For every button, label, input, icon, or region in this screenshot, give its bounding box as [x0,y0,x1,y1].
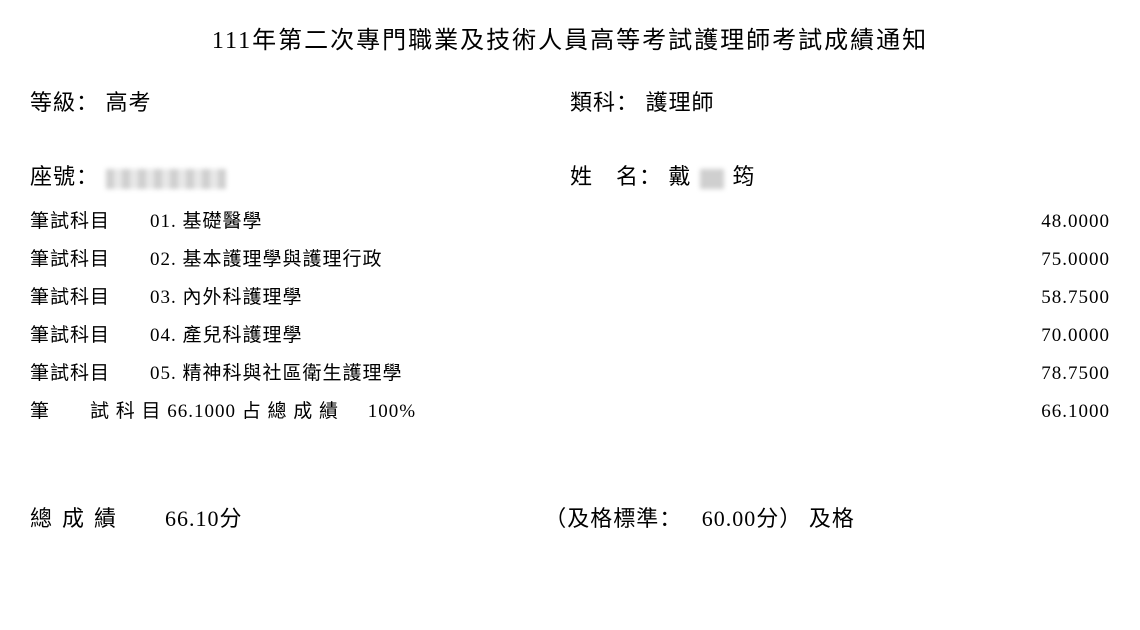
seat-label: 座號： [30,164,99,189]
subject-score: 58.7500 [990,279,1110,317]
name-label: 姓 名： [570,164,662,189]
subject-score: 75.0000 [990,241,1110,279]
written-summary-row: 筆 試 科 目 66.1000 占 總 成 績 100% 66.1000 [30,393,1110,431]
name-value-prefix: 戴 [669,164,692,189]
written-summary-weight-label: 占 總 成 績 [242,401,339,422]
final-right: （及格標準： 60.00分） 及格 [544,501,1110,533]
level-value: 高考 [106,90,152,115]
written-summary-label: 筆 試 科 目 [30,401,162,422]
pass-result: 及格 [809,506,855,531]
subject-row: 筆試科目 02. 基本護理學與護理行政 75.0000 [30,241,1110,279]
subject-name: 04. 產兒科護理學 [150,317,990,355]
subject-name: 01. 基礎醫學 [150,203,990,241]
final-value: 66.10分 [165,506,243,531]
page-title: 111年第二次專門職業及技術人員高等考試護理師考試成績通知 [30,20,1110,55]
info-row-level-category: 等級： 高考 類科： 護理師 [30,85,1110,117]
subject-name: 05. 精神科與社區衛生護理學 [150,355,990,393]
subject-row-label: 筆試科目 [30,355,150,393]
written-summary-weight: 100% [368,401,416,422]
written-summary-score: 66.1000 [990,393,1110,431]
info-row-seat-name: 座號： 姓 名： 戴 筠 [30,159,1110,191]
category-value: 護理師 [646,90,715,115]
subject-row-label: 筆試科目 [30,279,150,317]
final-row: 總成績 66.10分 （及格標準： 60.00分） 及格 [30,501,1110,533]
final-left: 總成績 66.10分 [30,501,544,533]
name-value-censored [700,169,724,189]
final-label: 總成績 [30,506,126,531]
pass-label: （及格標準： [544,506,682,531]
subject-row: 筆試科目 04. 產兒科護理學 70.0000 [30,317,1110,355]
subject-score: 70.0000 [990,317,1110,355]
subject-row: 筆試科目 01. 基礎醫學 48.0000 [30,203,1110,241]
subject-row: 筆試科目 03. 內外科護理學 58.7500 [30,279,1110,317]
name-value-suffix: 筠 [733,164,756,189]
subject-score: 48.0000 [990,203,1110,241]
seat-value-censored [106,169,226,189]
subject-name: 03. 內外科護理學 [150,279,990,317]
subject-row: 筆試科目 05. 精神科與社區衛生護理學 78.7500 [30,355,1110,393]
category-field: 類科： 護理師 [570,85,1110,117]
level-field: 等級： 高考 [30,85,570,117]
seat-field: 座號： [30,159,570,191]
subjects-list: 筆試科目 01. 基礎醫學 48.0000 筆試科目 02. 基本護理學與護理行… [30,203,1110,431]
subject-row-label: 筆試科目 [30,241,150,279]
level-label: 等級： [30,90,99,115]
subject-row-label: 筆試科目 [30,203,150,241]
subject-row-label: 筆試科目 [30,317,150,355]
written-summary-left: 筆 試 科 目 66.1000 占 總 成 績 100% [30,393,990,431]
pass-value: 60.00分） [702,506,803,531]
written-summary-value: 66.1000 [167,401,236,422]
subject-score: 78.7500 [990,355,1110,393]
category-label: 類科： [570,90,639,115]
name-field: 姓 名： 戴 筠 [570,159,1110,191]
subject-name: 02. 基本護理學與護理行政 [150,241,990,279]
